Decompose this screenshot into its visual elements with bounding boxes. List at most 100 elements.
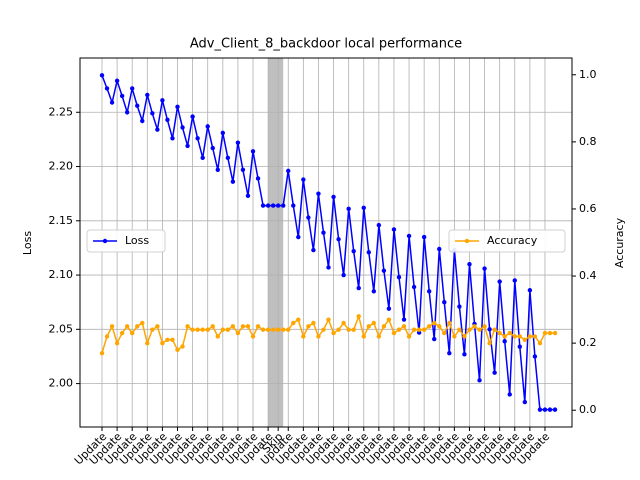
data-point — [265, 327, 271, 332]
plot-frame — [79, 57, 573, 428]
data-point — [190, 114, 195, 119]
data-point — [331, 330, 336, 336]
data-point — [351, 248, 356, 254]
data-point — [260, 203, 266, 208]
data-point — [376, 222, 382, 228]
data-point — [487, 327, 492, 332]
data-point — [457, 327, 462, 332]
data-point — [457, 304, 462, 309]
data-point — [160, 98, 165, 103]
data-point — [104, 86, 110, 91]
data-point — [185, 143, 190, 149]
data-point — [512, 334, 517, 339]
data-point — [119, 93, 125, 99]
data-point — [155, 127, 160, 132]
data-point — [487, 340, 492, 346]
data-point — [301, 177, 306, 182]
data-point — [547, 330, 553, 336]
data-point — [215, 167, 220, 172]
data-point — [316, 334, 321, 339]
legend-box — [86, 229, 166, 253]
chart-title: Adv_Client_8_backdoor local performance — [190, 37, 462, 52]
data-point — [492, 370, 497, 375]
data-point — [255, 176, 261, 181]
data-point — [356, 314, 361, 319]
data-point — [150, 111, 155, 116]
data-point — [542, 330, 548, 336]
data-point — [205, 124, 210, 129]
data-point — [140, 118, 145, 124]
data-point — [532, 334, 538, 339]
data-point — [426, 324, 432, 329]
y-tick-label: 2.25 — [49, 105, 74, 118]
legend-marker — [464, 238, 470, 244]
y2-axis-label: Accuracy — [613, 217, 626, 268]
data-point — [552, 407, 558, 412]
data-point — [537, 407, 543, 412]
y-tick-label: 2.10 — [49, 268, 74, 281]
data-point — [200, 327, 205, 332]
data-point — [114, 340, 120, 346]
data-point — [210, 145, 215, 151]
data-point — [275, 203, 281, 208]
data-point — [351, 327, 356, 332]
data-point — [205, 327, 210, 332]
data-point — [477, 378, 482, 383]
data-point — [502, 334, 507, 339]
data-point — [150, 327, 155, 332]
data-point — [482, 324, 487, 329]
data-point — [432, 336, 437, 342]
data-point — [270, 327, 276, 332]
data-point — [532, 354, 538, 359]
data-point — [165, 117, 170, 123]
data-point — [346, 327, 351, 332]
data-point — [406, 233, 412, 239]
data-point — [124, 324, 130, 329]
data-point — [250, 334, 256, 339]
data-point — [421, 327, 427, 332]
data-point — [366, 250, 371, 255]
data-point — [109, 100, 115, 105]
data-point — [482, 266, 487, 271]
data-point — [507, 392, 512, 397]
legend-label: Loss — [125, 234, 149, 247]
data-point — [437, 246, 442, 252]
data-point — [195, 327, 200, 332]
data-point — [195, 136, 200, 141]
data-point — [522, 337, 528, 342]
data-point — [286, 327, 291, 332]
data-point — [230, 324, 236, 329]
data-point — [326, 265, 331, 270]
data-point — [341, 320, 346, 326]
data-point — [411, 284, 417, 290]
data-point — [527, 334, 533, 339]
data-point — [336, 237, 341, 242]
data-point — [421, 234, 427, 240]
data-point — [517, 334, 522, 339]
data-point — [311, 320, 316, 326]
data-point — [416, 327, 422, 332]
y-axis-label: Loss — [21, 231, 34, 255]
data-point — [130, 330, 135, 336]
data-point — [275, 327, 281, 332]
data-point — [497, 279, 502, 284]
data-point — [442, 330, 447, 336]
data-point — [386, 317, 392, 322]
data-point — [537, 340, 543, 346]
data-point — [442, 299, 447, 305]
data-point — [432, 320, 437, 326]
data-point — [361, 205, 366, 210]
data-point — [547, 407, 553, 412]
data-point — [371, 289, 377, 294]
data-point — [371, 320, 377, 326]
data-point — [175, 347, 180, 353]
y2-tick-label: 0.2 — [579, 336, 597, 349]
y-tick-label: 2.15 — [49, 214, 74, 227]
data-point — [240, 324, 246, 329]
data-point — [165, 337, 170, 342]
data-point — [321, 230, 326, 235]
legend-marker — [102, 238, 108, 244]
legend-box — [448, 229, 566, 253]
data-point — [381, 324, 387, 329]
data-point — [517, 344, 522, 349]
